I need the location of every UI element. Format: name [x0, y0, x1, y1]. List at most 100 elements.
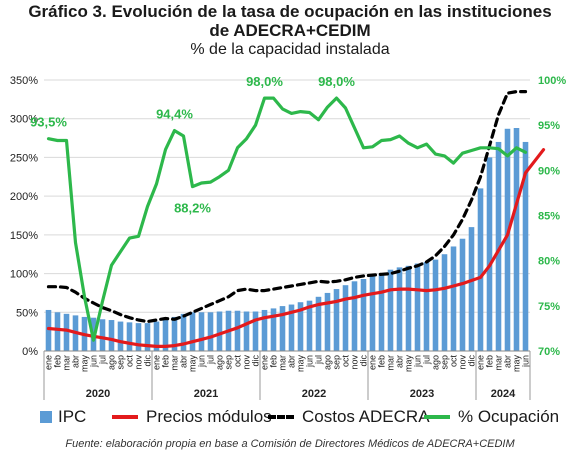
x-month-label: abr [503, 355, 513, 368]
x-year-label: 2022 [302, 388, 326, 400]
ipc-bar [378, 273, 385, 351]
legend-precios: Precios módulos [112, 404, 272, 430]
y-right-tick-label: 100% [538, 75, 566, 87]
x-month-label: mar [62, 355, 72, 371]
y-left-tick-label: 300% [10, 114, 38, 126]
ipc-bar [432, 259, 439, 351]
legend-costos-swatch [268, 415, 294, 419]
chart-subtitle: % de la capacidad instalada [190, 41, 390, 58]
x-month-label: jul [206, 355, 216, 365]
ipc-bar [423, 261, 430, 351]
x-month-label: nov [350, 355, 360, 370]
ipc-bar [504, 128, 511, 351]
ipc-bar [495, 141, 502, 351]
x-month-label: ene [476, 355, 486, 370]
ipc-bar [324, 292, 331, 351]
x-month-label: jul [422, 355, 432, 365]
ipc-bar [288, 304, 295, 351]
ocupacion-annotation: 88,2% [174, 201, 211, 216]
x-month-label: abr [179, 355, 189, 368]
x-month-label: oct [233, 355, 243, 368]
x-month-label: ago [323, 355, 333, 370]
ocupacion-annotation: 98,0% [246, 74, 283, 89]
ipc-bar [108, 320, 115, 351]
x-month-label: ene [260, 355, 270, 370]
x-month-label: dic [143, 355, 153, 367]
ipc-bar [279, 306, 286, 351]
ipc-bar [459, 238, 466, 351]
x-month-label: oct [125, 355, 135, 368]
ipc-bar [243, 311, 250, 351]
ipc-bar [522, 141, 529, 351]
ipc-bar [486, 157, 493, 351]
costos-adecra-line [46, 89, 528, 324]
x-year-label: 2024 [491, 388, 516, 400]
x-month-label: feb [161, 355, 171, 368]
x-month-label: ene [368, 355, 378, 370]
ipc-bar [189, 312, 196, 351]
ipc-bar [477, 188, 484, 351]
legend-ocupacion-swatch [424, 415, 450, 419]
chart-source-note: Fuente: elaboración propia en base a Com… [65, 438, 515, 450]
x-month-label: feb [485, 355, 495, 368]
ipc-bar [252, 311, 259, 351]
x-month-label: jul [98, 355, 108, 365]
x-month-label: mar [386, 355, 396, 371]
x-month-label: may [188, 355, 198, 373]
ipc-bar [261, 309, 268, 351]
y-left-tick-label: 0% [22, 346, 38, 358]
ipc-bar [153, 321, 160, 351]
x-month-label: jul [314, 355, 324, 365]
y-right-tick-label: 90% [538, 165, 560, 177]
ipc-bar [414, 263, 421, 351]
ipc-bar [369, 275, 376, 351]
ipc-bar [99, 319, 106, 351]
y-left-tick-label: 50% [16, 307, 38, 319]
x-month-label: dic [251, 355, 261, 367]
legend-ipc: IPC [40, 404, 86, 430]
ipc-bar [207, 312, 214, 351]
y-left-tick-label: 100% [10, 269, 38, 281]
ipc-bar [45, 309, 52, 351]
x-month-label: may [80, 355, 90, 373]
x-month-label: jun [305, 355, 315, 368]
ipc-bar [180, 313, 187, 351]
legend-costos: Costos ADECRA [268, 404, 430, 430]
x-month-label: dic [359, 355, 369, 367]
legend-costos-label: Costos ADECRA [302, 407, 430, 426]
ipc-bar [144, 323, 151, 351]
x-year-label: 2020 [86, 388, 110, 400]
legend-precios-label: Precios módulos [146, 407, 272, 426]
x-month-label: may [404, 355, 414, 373]
ocupacion-annotation: 94,4% [156, 107, 193, 122]
x-month-label: sep [116, 355, 126, 370]
x-month-label: ago [215, 355, 225, 370]
x-month-label: abr [287, 355, 297, 368]
y-right-tick-label: 95% [538, 120, 560, 132]
x-month-label: jun [521, 355, 531, 368]
ipc-bar [306, 300, 313, 351]
x-month-label: may [296, 355, 306, 373]
ipc-bar [405, 265, 412, 351]
chart-title-line1: Gráfico 3. Evolución de la tasa de ocupa… [28, 2, 552, 21]
chart-title-line2: de ADECRA+CEDIM [209, 21, 371, 40]
ocupacion-annotation: 98,0% [318, 74, 355, 89]
x-month-label: feb [377, 355, 387, 368]
x-month-label: abr [71, 355, 81, 368]
x-month-label: jun [197, 355, 207, 368]
ipc-bar [270, 308, 277, 351]
x-month-label: sep [440, 355, 450, 370]
ipc-bar [513, 128, 520, 351]
y-left-tick-label: 350% [10, 75, 38, 87]
x-month-label: abr [395, 355, 405, 368]
y-right-tick-label: 80% [538, 256, 560, 268]
x-month-label: oct [449, 355, 459, 368]
ipc-bar [198, 312, 205, 351]
legend-precios-swatch [112, 415, 138, 419]
legend-ocupacion-label: % Ocupación [458, 407, 560, 426]
ipc-bar [342, 285, 349, 351]
x-month-label: nov [134, 355, 144, 370]
ipc-bar [450, 246, 457, 351]
y-left-tick-label: 150% [10, 230, 38, 242]
ipc-bar [351, 281, 358, 351]
